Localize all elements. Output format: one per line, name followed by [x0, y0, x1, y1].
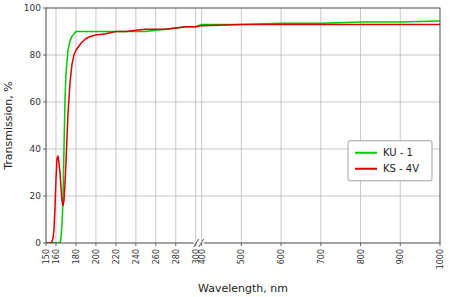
tick-mark	[43, 55, 46, 56]
legend-swatch	[355, 152, 377, 154]
legend-swatch	[355, 168, 377, 170]
tick-mark	[46, 243, 47, 246]
grid-line	[281, 8, 282, 243]
tick-label: 150	[42, 249, 51, 264]
plot-frame	[46, 8, 440, 243]
chart: 0204060801001501601802002202402602803004…	[0, 0, 450, 297]
tick-mark	[43, 102, 46, 103]
tick-label: 800	[357, 249, 366, 264]
grid-line	[155, 8, 156, 243]
series-line	[46, 24, 440, 243]
tick-mark	[400, 243, 401, 246]
tick-mark	[55, 243, 56, 246]
grid-line	[360, 8, 361, 243]
grid-line	[135, 8, 136, 243]
tick-mark	[155, 243, 156, 246]
axis-break	[199, 239, 204, 247]
tick-label: 240	[132, 249, 141, 264]
tick-mark	[440, 243, 441, 246]
tick-label: 900	[396, 249, 405, 264]
legend-label: KS - 4V	[383, 163, 419, 174]
grid-line	[46, 55, 440, 56]
grid-line	[241, 8, 242, 243]
tick-mark	[201, 243, 202, 246]
series-line	[46, 21, 440, 243]
tick-mark	[43, 149, 46, 150]
tick-mark	[135, 243, 136, 246]
tick-label: 60	[30, 97, 42, 107]
y-axis-label: Transmission, %	[2, 81, 15, 171]
grid-line	[195, 8, 196, 243]
tick-label: 180	[72, 249, 81, 264]
tick-label: 160	[52, 249, 61, 264]
tick-label: 260	[152, 249, 161, 264]
tick-label: 80	[30, 50, 42, 60]
plot-area	[46, 21, 440, 243]
tick-label: 400	[198, 249, 207, 264]
grid-line	[175, 8, 176, 243]
axis-break	[194, 239, 199, 247]
tick-label: 0	[35, 238, 41, 248]
tick-mark	[43, 8, 46, 9]
tick-label: 500	[237, 249, 246, 264]
tick-mark	[95, 243, 96, 246]
grid-line	[400, 8, 401, 243]
grid-line	[320, 8, 321, 243]
tick-mark	[43, 243, 46, 244]
tick-mark	[75, 243, 76, 246]
tick-label: 1000	[436, 249, 445, 269]
tick-label: 280	[172, 249, 181, 264]
grid-line	[95, 8, 96, 243]
legend-frame	[348, 141, 432, 181]
tick-label: 220	[112, 249, 121, 264]
tick-label: 700	[317, 249, 326, 264]
tick-label: 100	[24, 3, 41, 13]
tick-label: 600	[277, 249, 286, 264]
legend-label: KU - 1	[383, 147, 413, 158]
tick-label: 200	[92, 249, 101, 264]
legend: KU - 1 KS - 4V	[348, 141, 432, 181]
tick-label: 40	[30, 144, 42, 154]
x-axis-label: Wavelength, nm	[198, 282, 288, 295]
tick-mark	[320, 243, 321, 246]
tick-mark	[281, 243, 282, 246]
grid-line	[75, 8, 76, 243]
grid-line	[201, 8, 202, 243]
tick-mark	[175, 243, 176, 246]
tick-mark	[43, 196, 46, 197]
tick-mark	[241, 243, 242, 246]
grid	[46, 8, 440, 243]
tick-mark	[115, 243, 116, 246]
tick-mark	[360, 243, 361, 246]
grid-line	[46, 102, 440, 103]
grid-line	[46, 196, 440, 197]
tick-mark	[195, 243, 196, 246]
grid-line	[115, 8, 116, 243]
tick-label: 20	[30, 191, 42, 201]
